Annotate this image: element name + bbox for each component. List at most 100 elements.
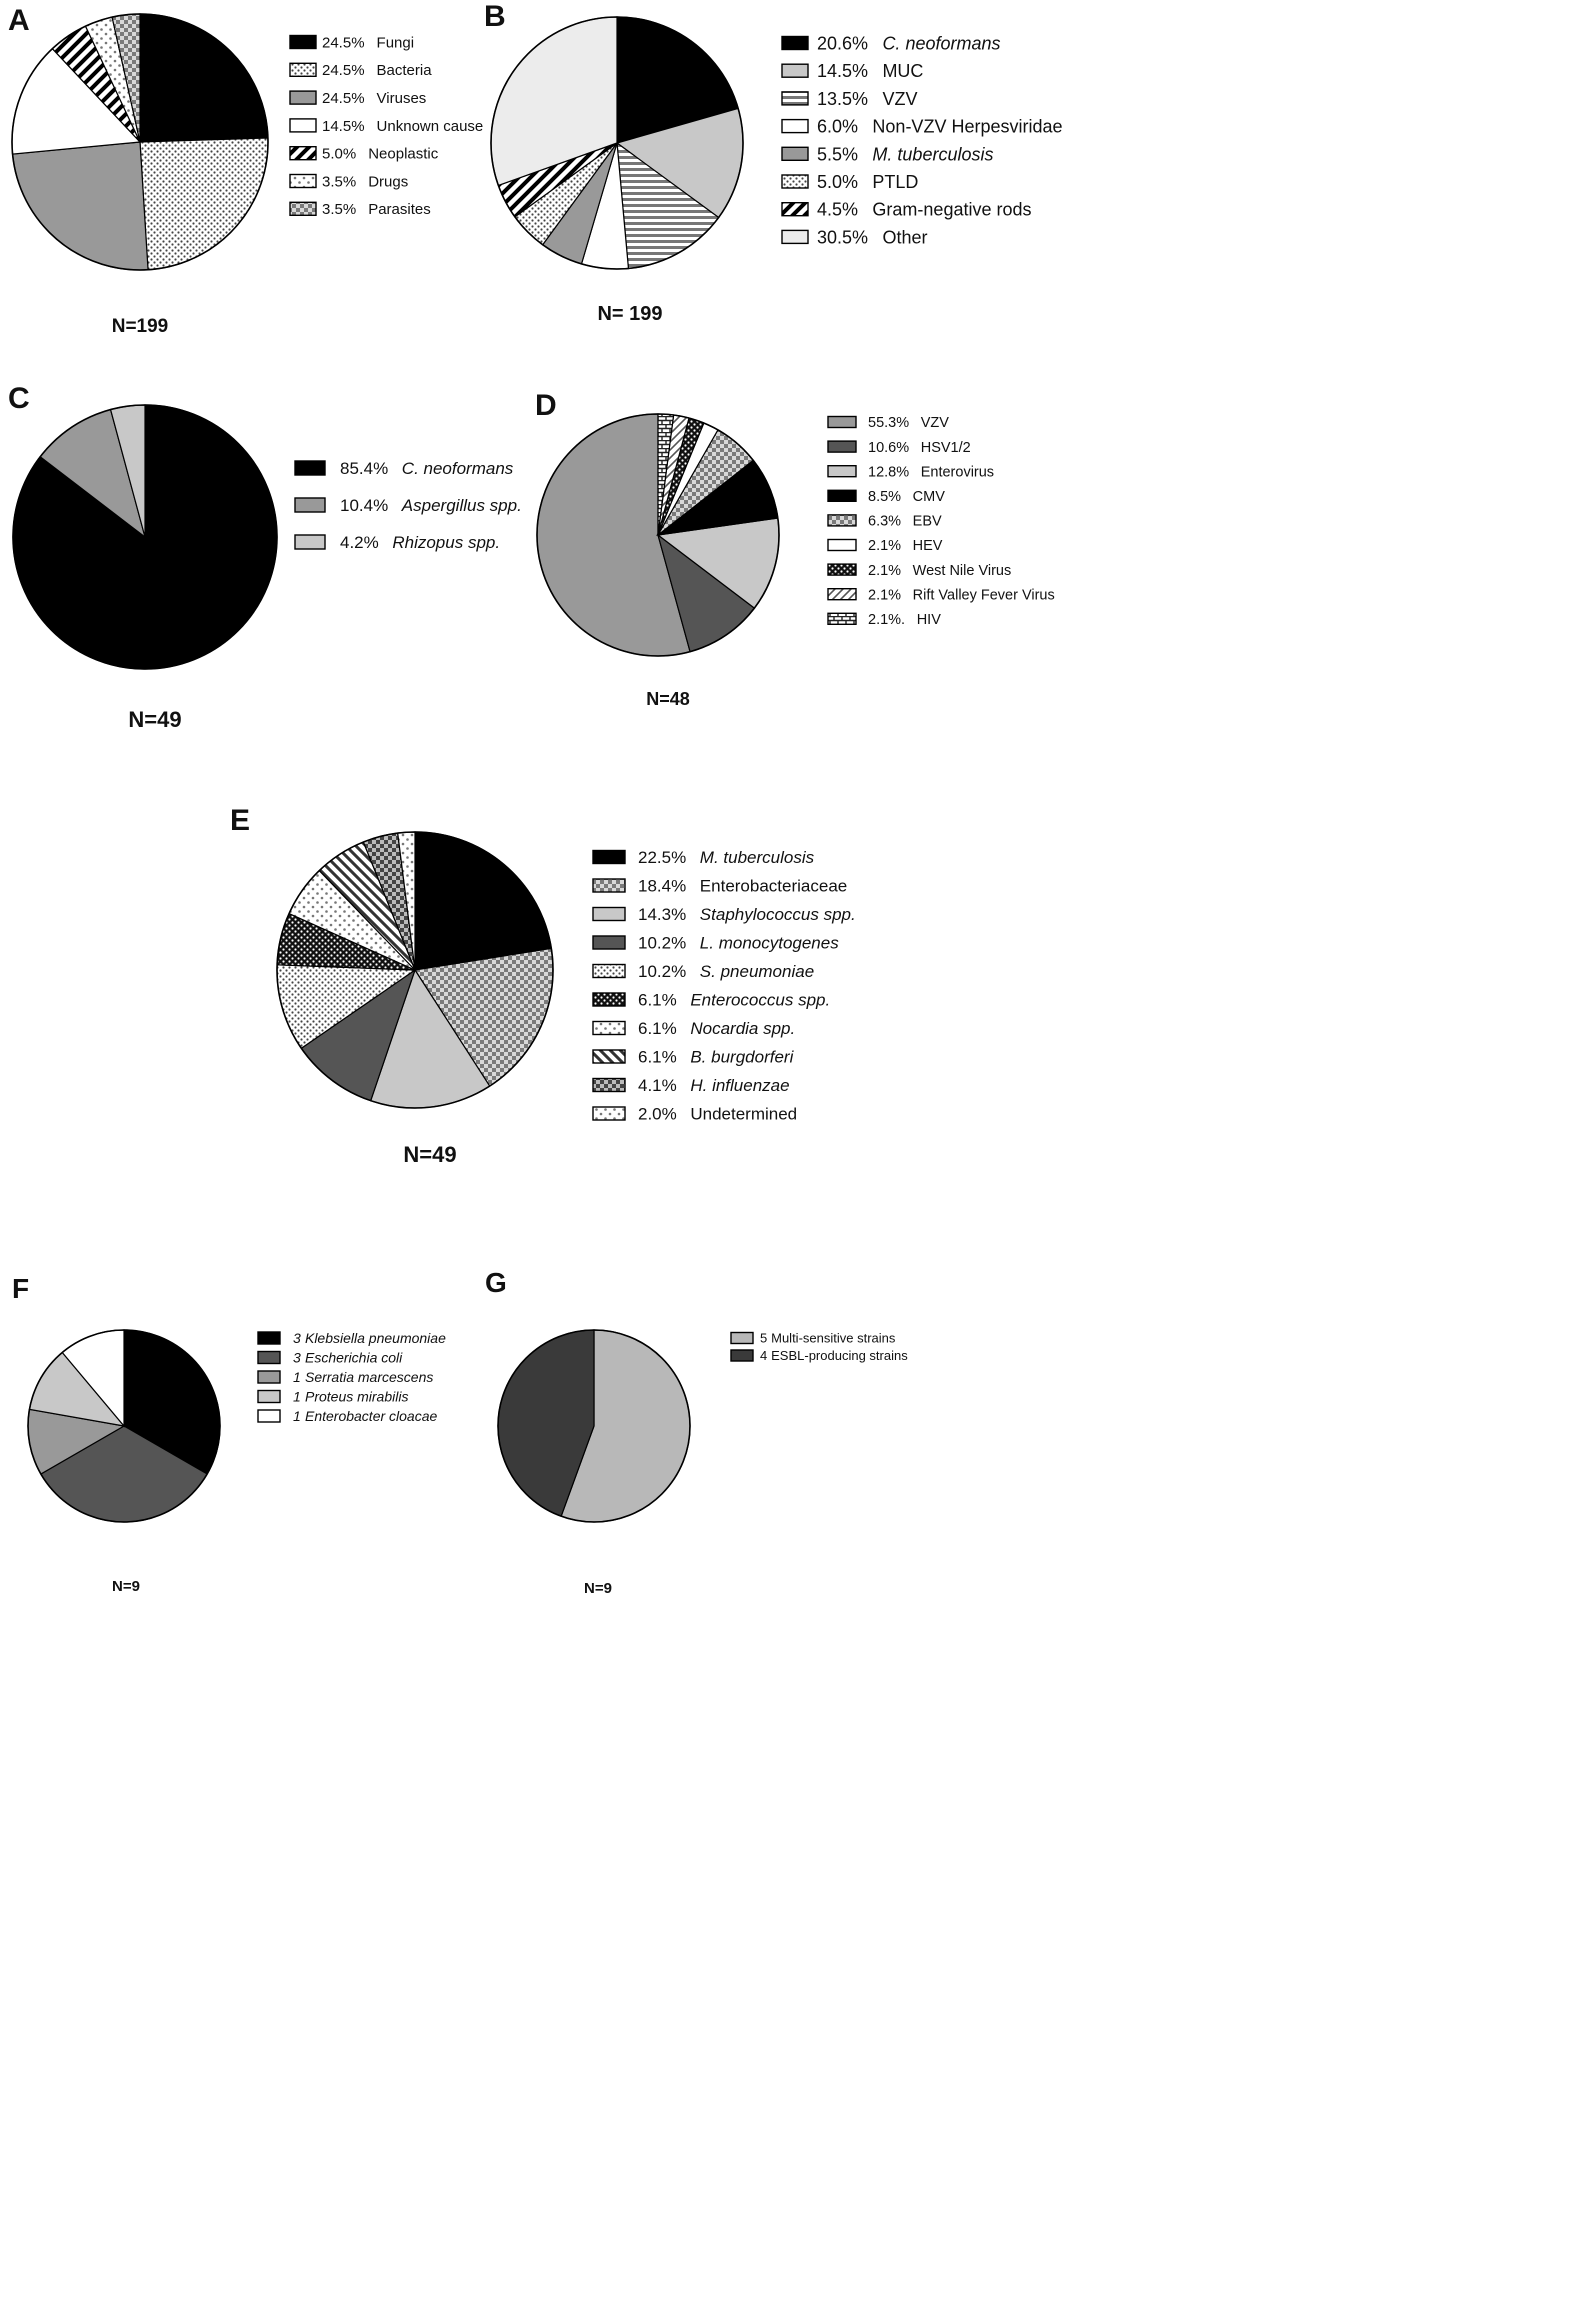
- panel-a-legend-label-7: Parasites: [368, 201, 431, 218]
- panel-f-legend-label-1: Klebsiella pneumoniae: [305, 1330, 446, 1346]
- panel-d-legend-swatch-9: [827, 612, 857, 625]
- panel-f-legend-entry-3: 1 Serratia marcescens: [293, 1369, 433, 1385]
- panel-a-legend-label-4: Unknown cause: [377, 118, 484, 135]
- panel-b-pie-outline: [490, 16, 744, 270]
- panel-c-letter: C: [8, 382, 30, 415]
- panel-e-legend-entry-5: 10.2% S. pneumoniae: [638, 962, 814, 981]
- panel-e-legend-entry-2: 18.4% Enterobacteriaceae: [638, 877, 847, 896]
- panel-d-legend-swatch-6: [827, 538, 857, 552]
- panel-b-legend-value-6: 5.0%: [817, 172, 858, 192]
- panel-e-legend-value-2: 18.4%: [638, 877, 686, 896]
- panel-d-legend-swatch-5: [827, 514, 857, 527]
- panel-b-legend-swatch-4: [781, 118, 809, 134]
- panel-b-legend-entry-1: 20.6% C. neoformans: [817, 33, 1001, 53]
- panel-a-pie-chart: A 24.5% Fungi 24.5% Bacteria 24.5% Viruses 14.5…: [8, 4, 483, 337]
- panel-e-legend-entry-7: 6.1% Nocardia spp.: [638, 1019, 795, 1038]
- panel-d-legend: 55.3% VZV 10.6% HSV1/2 12.8% Enterovirus 8.5% C…: [827, 415, 1055, 628]
- panel-a-legend-swatch-4: [289, 118, 317, 133]
- panel-e-legend-value-3: 14.3%: [638, 905, 686, 924]
- panel-a-legend-entry-2: 24.5% Bacteria: [322, 62, 432, 79]
- panel-b-legend-label-5: M. tuberculosis: [872, 144, 993, 164]
- panel-a-legend-value-7: 3.5%: [322, 201, 356, 218]
- panel-f-legend-label-5: Enterobacter cloacae: [305, 1408, 438, 1424]
- panel-f-legend-entry-2: 3 Escherichia coli: [293, 1350, 403, 1366]
- panel-e-legend-swatch-3: [592, 906, 626, 922]
- panel-e-legend-swatch-5: [592, 963, 626, 979]
- panel-d-letter: D: [535, 389, 557, 422]
- panel-g-legend-value-2: 4: [760, 1348, 767, 1363]
- panel-a-n-label: N=199: [112, 316, 169, 337]
- panel-d-legend-value-4: 8.5%: [868, 489, 901, 505]
- panel-a-legend-swatch-6: [289, 173, 317, 189]
- panel-f-legend-value-2: 3: [293, 1350, 301, 1366]
- panel-a-legend-swatch-2: [289, 62, 317, 77]
- panel-d-legend-swatch-8: [827, 588, 857, 601]
- panel-d-legend-label-3: Enterovirus: [921, 464, 994, 480]
- panel-a-legend-value-1: 24.5%: [322, 34, 365, 51]
- panel-f-legend-swatch-3: [257, 1370, 281, 1384]
- panel-d-legend-swatch-7: [827, 563, 857, 576]
- panel-d-pie-chart: D 55.3% VZV 10.6% HSV1/2 12.8% Enterovirus 8.5%…: [535, 389, 1055, 709]
- panel-f-legend-swatch-1: [257, 1331, 281, 1345]
- panel-f-legend-label-2: Escherichia coli: [305, 1350, 403, 1366]
- panel-d-legend-value-7: 2.1%: [868, 563, 901, 579]
- panel-d-legend-value-9: 2.1%.: [868, 612, 905, 628]
- panel-b-legend-label-8: Other: [882, 227, 927, 247]
- panel-g-letter: G: [485, 1267, 507, 1298]
- panel-c-pie-outline: [12, 404, 278, 670]
- panel-a-slice-1: [139, 13, 269, 143]
- panel-c-pie-chart: C 85.4% C. neoformans 10.4% Aspergillus spp.…: [8, 382, 522, 732]
- panel-f-legend-value-5: 1: [293, 1408, 301, 1424]
- panel-d-legend-entry-5: 6.3% EBV: [868, 514, 942, 530]
- panel-a-legend-entry-7: 3.5% Parasites: [322, 201, 431, 218]
- panel-f-legend-swatch-4: [257, 1389, 281, 1404]
- panel-e-legend: 22.5% M. tuberculosis 18.4% Enterobacteriac…: [592, 848, 856, 1124]
- panel-f-legend-value-3: 1: [293, 1369, 301, 1385]
- panel-g-legend-label-2: ESBL-producing strains: [771, 1348, 908, 1363]
- panel-e-legend-swatch-8: [592, 1049, 626, 1064]
- panel-f-legend-label-3: Serratia marcescens: [305, 1369, 433, 1385]
- panel-d-legend-swatch-3: [827, 465, 857, 478]
- panel-e-legend-entry-10: 2.0% Undetermined: [638, 1105, 797, 1124]
- panel-c-legend-swatch-3: [294, 534, 326, 550]
- panel-g-legend-entry-2: 4 ESBL-producing strains: [760, 1348, 908, 1363]
- panel-f-legend-entry-5: 1 Enterobacter cloacae: [293, 1408, 438, 1424]
- panel-e-legend-swatch-10: [592, 1106, 626, 1121]
- panel-a-legend-value-3: 24.5%: [322, 90, 365, 107]
- panel-b-letter: B: [484, 0, 506, 33]
- panel-f-legend-label-4: Proteus mirabilis: [305, 1389, 408, 1405]
- panel-e-legend-entry-9: 4.1% H. influenzae: [638, 1076, 790, 1095]
- panel-e-legend-entry-8: 6.1% B. burgdorferi: [638, 1048, 795, 1067]
- panel-d-legend-value-6: 2.1%: [868, 538, 901, 554]
- panel-e-legend-value-6: 6.1%: [638, 991, 677, 1010]
- panel-b-legend-swatch-7: [781, 201, 809, 217]
- panel-e-legend-label-6: Enterococcus spp.: [690, 991, 830, 1010]
- panel-c-legend: 85.4% C. neoformans 10.4% Aspergillus spp. 4…: [294, 459, 522, 552]
- panel-d-legend-swatch-4: [827, 489, 857, 502]
- panel-a-legend-label-6: Drugs: [368, 173, 408, 190]
- panel-g-pie-outline: [497, 1329, 691, 1523]
- panel-b-legend-entry-3: 13.5% VZV: [817, 89, 917, 109]
- panel-b-legend-entry-2: 14.5% MUC: [817, 61, 923, 81]
- panel-b-legend-swatch-1: [781, 35, 809, 51]
- panel-d-legend-entry-6: 2.1% HEV: [868, 538, 943, 554]
- panel-d-legend-label-9: HIV: [917, 612, 942, 628]
- panel-e-legend-label-4: L. monocytogenes: [700, 934, 839, 953]
- panel-e-legend-entry-6: 6.1% Enterococcus spp.: [638, 991, 830, 1010]
- panel-c-legend-label-1: C. neoformans: [402, 459, 514, 478]
- panel-e-legend-swatch-2: [592, 878, 626, 893]
- panel-a-legend-label-5: Neoplastic: [368, 146, 439, 163]
- panel-b-legend-value-2: 14.5%: [817, 61, 868, 81]
- panel-a-slice-3: [11, 141, 149, 271]
- panel-c-legend-entry-1: 85.4% C. neoformans: [340, 459, 514, 478]
- panel-g-legend-swatch-1: [730, 1331, 754, 1345]
- panel-a-legend-swatch-5: [289, 145, 317, 161]
- panel-e-legend-value-4: 10.2%: [638, 934, 686, 953]
- panel-a-pie-outline: [11, 13, 269, 271]
- panel-d-legend-swatch-2: [827, 440, 857, 453]
- panel-f-n-label: N=9: [112, 1578, 140, 1595]
- panel-a-legend-value-6: 3.5%: [322, 173, 356, 190]
- panel-f-legend-entry-1: 3 Klebsiella pneumoniae: [293, 1330, 446, 1346]
- panel-a-legend-value-5: 5.0%: [322, 146, 356, 163]
- panel-b-legend-label-4: Non-VZV Herpesviridae: [872, 117, 1062, 137]
